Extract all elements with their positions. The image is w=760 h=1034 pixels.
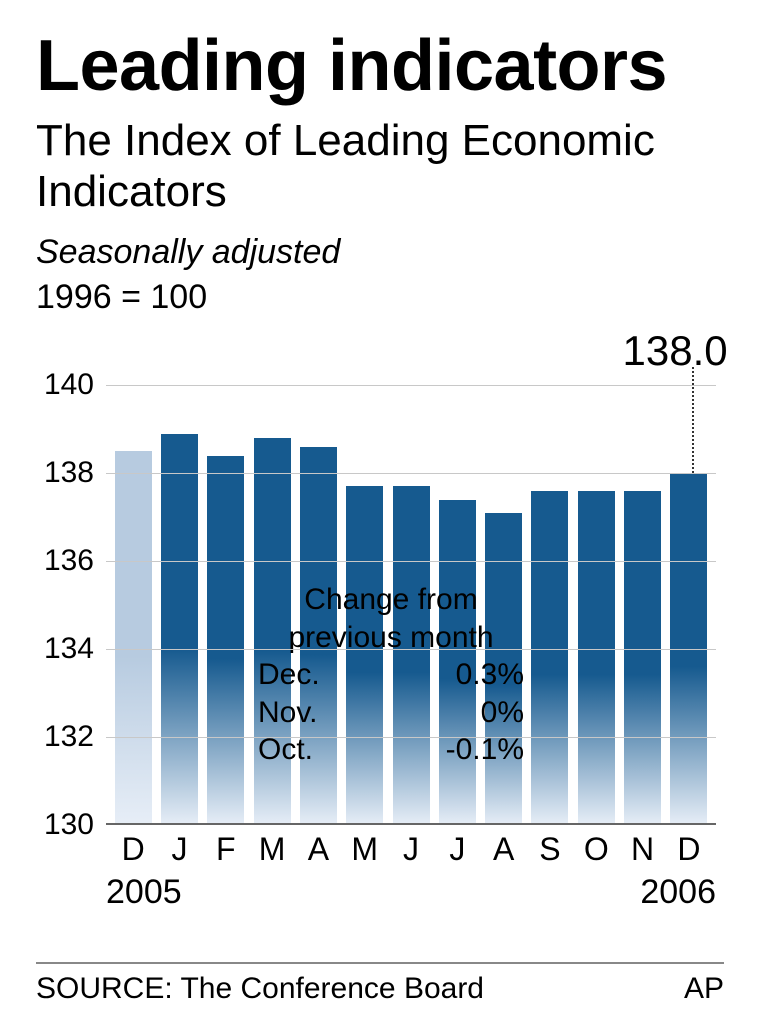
gridline: [106, 737, 716, 738]
gridline: [106, 385, 716, 386]
y-tick-label: 140: [36, 368, 94, 402]
x-axis-labels: DJFMAMJJASOND: [106, 831, 716, 868]
x-tick-label: J: [388, 831, 434, 868]
y-tick-label: 130: [36, 808, 94, 842]
chart-title: Leading indicators: [36, 30, 724, 102]
change-overlay-box: Change from previous month Dec. 0.3% Nov. 0…: [236, 577, 546, 773]
year-left: 2005: [106, 873, 182, 912]
x-tick-label: A: [295, 831, 341, 868]
plot-region: Change from previous month Dec. 0.3% Nov. 0…: [106, 385, 716, 825]
seasonally-adjusted-note: Seasonally adjusted: [36, 233, 724, 272]
overlay-row-value: 0%: [481, 694, 524, 732]
y-tick-label: 136: [36, 544, 94, 578]
gridline: [106, 473, 716, 474]
bar-slot: [573, 385, 619, 825]
bar-slot: [619, 385, 665, 825]
bar: [115, 451, 152, 825]
bar: [624, 491, 661, 825]
x-tick-label: D: [110, 831, 156, 868]
x-tick-label: J: [156, 831, 202, 868]
bar-slot: [156, 385, 202, 825]
overlay-row-label: Nov.: [258, 694, 317, 732]
overlay-row: Dec. 0.3%: [244, 656, 538, 694]
x-tick-label: D: [666, 831, 712, 868]
overlay-row-value: 0.3%: [456, 656, 524, 694]
bar: [578, 491, 615, 825]
x-tick-label: F: [203, 831, 249, 868]
x-tick-label: N: [619, 831, 665, 868]
callout-leader-line: [692, 367, 694, 473]
y-tick-label: 132: [36, 720, 94, 754]
bar-slot: [666, 385, 712, 825]
x-tick-label: J: [434, 831, 480, 868]
x-tick-label: S: [527, 831, 573, 868]
overlay-title-line2: previous month: [244, 619, 538, 657]
x-tick-label: M: [249, 831, 295, 868]
bar-slot: [110, 385, 156, 825]
bar-chart: Change from previous month Dec. 0.3% Nov. 0…: [36, 327, 724, 1014]
chart-subtitle: The Index of Leading Economic Indicators: [36, 116, 724, 217]
footer: SOURCE: The Conference Board AP: [36, 972, 724, 1006]
x-tick-label: O: [573, 831, 619, 868]
baseline-note: 1996 = 100: [36, 278, 724, 317]
overlay-title-line1: Change from: [244, 581, 538, 619]
y-tick-label: 134: [36, 632, 94, 666]
source-label: SOURCE: The Conference Board: [36, 972, 484, 1006]
bar: [161, 434, 198, 826]
gridline: [106, 649, 716, 650]
footer-rule: [36, 962, 724, 964]
year-labels: 2005 2006: [106, 873, 716, 912]
credit-label: AP: [684, 972, 724, 1006]
year-right: 2006: [640, 873, 716, 912]
x-tick-label: A: [481, 831, 527, 868]
gridline: [106, 561, 716, 562]
chart-area: 138.0 Change from previous month Dec.0.3…: [36, 327, 724, 1014]
y-tick-label: 138: [36, 456, 94, 490]
overlay-row-label: Dec.: [258, 656, 320, 694]
x-tick-label: M: [342, 831, 388, 868]
overlay-row: Nov. 0%: [244, 694, 538, 732]
x-axis-line: [106, 823, 716, 825]
